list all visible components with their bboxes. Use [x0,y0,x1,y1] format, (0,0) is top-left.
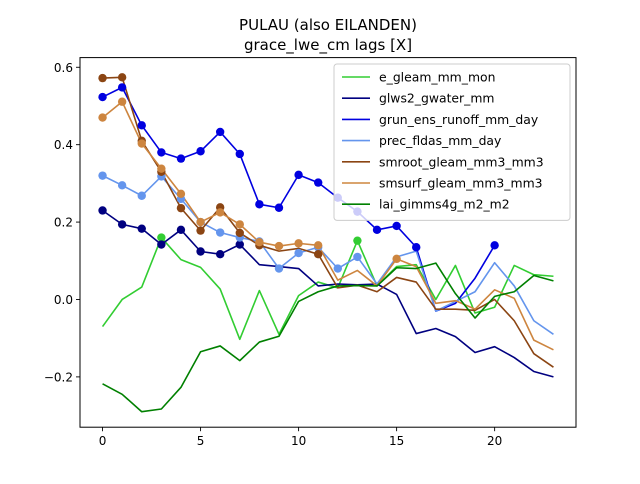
data-point-2-20 [490,241,499,250]
data-point-3-6 [215,228,225,237]
legend-label-5: smsurf_gleam_mm3_mm3 [379,176,543,191]
x-tick-label-2: 10 [291,434,306,448]
data-point-3-10 [294,248,303,258]
data-point-5-8 [255,238,264,247]
x-tick-label-1: 5 [197,434,205,448]
x-tick-label-4: 20 [487,434,502,448]
data-point-3-13 [353,252,362,262]
data-point-3-9 [274,264,284,273]
data-point-2-4 [176,154,186,163]
series-line-4 [102,76,554,368]
data-point-2-0 [98,92,107,102]
legend-label-2: grun_ens_runoff_mm_day [379,112,538,127]
data-point-4-0 [98,73,107,83]
legend-label-6: lai_gimms4g_m2_m2 [379,197,510,212]
legend-label-0: e_gleam_mm_mon [379,70,495,85]
data-point-5-9 [274,241,284,251]
data-point-3-12 [333,264,342,273]
data-point-5-3 [157,164,166,173]
data-point-0-13 [353,236,362,245]
data-point-1-3 [157,240,166,249]
series-line-6 [102,262,554,413]
data-point-1-7 [235,240,244,249]
data-point-1-4 [176,225,186,235]
data-point-2-16 [412,243,421,252]
data-point-4-4 [176,203,186,213]
data-point-5-10 [294,239,303,248]
data-point-5-15 [392,254,401,264]
data-point-5-6 [215,208,225,217]
axes: 0 5 10 15 20 −0.2 0.0 0.2 0.4 0.6 [44,61,502,448]
data-point-4-7 [235,228,244,238]
data-point-5-0 [98,113,107,122]
data-point-5-1 [117,97,127,106]
data-point-4-1 [117,73,127,82]
plot-area [98,73,554,413]
data-point-5-2 [137,139,146,148]
data-point-5-11 [314,241,323,250]
legend: e_gleam_mm_mon glws2_gwater_mm grun_ens_ru… [333,63,571,221]
data-point-2-9 [274,203,284,212]
data-point-5-4 [176,189,186,199]
data-point-1-2 [137,224,146,233]
y-tick-label-2: 0.2 [54,216,73,230]
legend-label-3: prec_fldas_mm_day [379,133,501,148]
data-point-2-15 [392,221,401,231]
data-point-2-7 [235,149,244,159]
data-point-3-2 [137,191,146,200]
data-point-0-3 [157,233,166,242]
x-tick-label-0: 0 [99,434,107,448]
plot-frame [79,57,577,428]
chart-title: PULAU (also EILANDEN) [239,16,417,34]
data-point-2-2 [137,121,146,130]
data-point-1-0 [98,206,107,215]
legend-label-4: smroot_gleam_mm3_mm3 [379,154,544,169]
series-line-5 [102,100,554,351]
data-point-1-6 [215,250,225,259]
data-point-2-14 [372,225,382,235]
data-point-2-6 [215,127,225,137]
data-point-2-1 [117,83,127,92]
data-point-3-1 [117,181,127,190]
x-tick-label-3: 15 [389,434,404,448]
data-point-4-5 [196,226,205,235]
legend-label-1: glws2_gwater_mm [379,91,494,106]
data-point-5-7 [235,220,244,229]
data-point-2-11 [314,178,323,187]
data-point-4-11 [314,250,323,259]
data-point-2-5 [196,147,205,156]
y-tick-label-0: −0.2 [44,370,73,384]
data-point-1-1 [117,220,127,229]
data-point-2-3 [157,148,166,157]
data-point-2-10 [294,170,303,180]
chart-subtitle: grace_lwe_cm lags [X] [244,36,412,55]
data-point-5-5 [196,217,205,227]
data-point-3-0 [98,171,107,180]
y-tick-label-4: 0.6 [54,61,73,75]
y-tick-label-1: 0.0 [54,293,73,307]
data-point-2-8 [255,200,264,209]
data-point-1-5 [196,247,205,256]
legend-box [333,63,571,221]
y-tick-label-3: 0.4 [54,138,73,152]
